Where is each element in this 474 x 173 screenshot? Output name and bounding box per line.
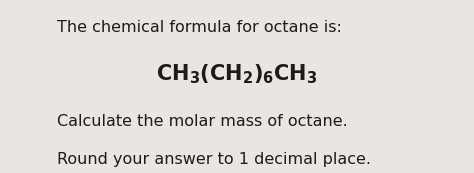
Text: Round your answer to 1 decimal place.: Round your answer to 1 decimal place. [57,152,371,167]
Text: Calculate the molar mass of octane.: Calculate the molar mass of octane. [57,114,347,129]
Text: $\mathbf{CH_3(CH_2)_6CH_3}$: $\mathbf{CH_3(CH_2)_6CH_3}$ [156,63,318,86]
Text: The chemical formula for octane is:: The chemical formula for octane is: [57,20,342,35]
